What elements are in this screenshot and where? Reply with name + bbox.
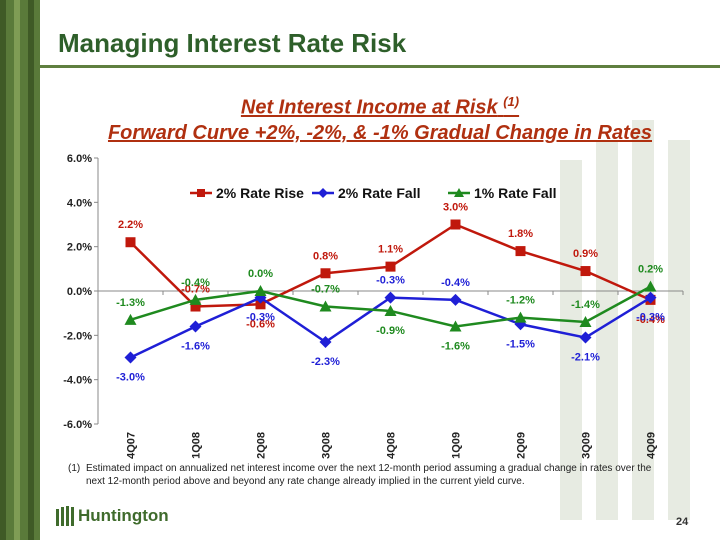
left-decorative-bar: [0, 0, 40, 540]
legend-entry-label: 2% Rate Fall: [338, 185, 420, 201]
data-point: [124, 313, 137, 325]
data-label: -0.6%: [246, 318, 275, 330]
data-label: -0.4%: [181, 277, 210, 289]
data-point: [449, 320, 462, 332]
x-tick-label: 1Q09: [451, 432, 463, 459]
x-tick-label: 1Q08: [191, 432, 203, 459]
title-divider: [40, 65, 720, 68]
subtitle-footnote-ref: (1): [503, 94, 520, 109]
data-label: -1.4%: [571, 299, 600, 311]
data-label: 0.0%: [248, 268, 273, 280]
data-point: [579, 316, 592, 328]
x-tick-label: 2Q09: [516, 432, 528, 459]
x-tick-label: 4Q09: [646, 432, 658, 459]
data-label: -0.4%: [441, 277, 470, 289]
legend-swatch-marker: [318, 188, 328, 198]
y-tick-label: -2.0%: [63, 330, 92, 342]
data-point: [644, 280, 657, 292]
data-point: [254, 285, 267, 296]
data-label: 1.1%: [378, 244, 403, 256]
footnote-text: Estimated impact on annualized net inter…: [86, 463, 652, 487]
page-number: 24: [676, 516, 689, 528]
chart-subtitle-scenarios: Forward Curve +2%, -2%, & -1% Gradual Ch…: [107, 122, 653, 144]
data-point: [255, 299, 266, 310]
logo-watermark: [560, 120, 690, 520]
data-label: 1.8%: [508, 228, 533, 240]
data-label: -0.7%: [181, 284, 210, 296]
logo-mark-icon: [56, 506, 74, 526]
data-point: [124, 351, 137, 364]
data-point: [515, 246, 526, 257]
data-point: [450, 219, 461, 230]
data-label: -0.4%: [636, 314, 665, 326]
subtitle-main-text: Net Interest Income at Risk: [240, 96, 498, 119]
y-tick-label: 4.0%: [67, 197, 92, 209]
data-label: -0.3%: [246, 312, 275, 324]
data-label: -0.3%: [376, 275, 405, 287]
y-tick-label: -4.0%: [63, 375, 92, 387]
data-point: [384, 291, 397, 304]
data-label: 0.2%: [638, 264, 663, 276]
footnote-number: (1): [68, 463, 81, 474]
data-label: -1.5%: [506, 338, 535, 350]
y-tick-label: -6.0%: [63, 419, 92, 431]
data-point: [319, 300, 332, 312]
data-label: -1.3%: [116, 297, 145, 309]
data-point: [189, 320, 202, 333]
data-point: [125, 237, 136, 248]
data-point: [190, 301, 201, 312]
data-label: -0.7%: [311, 284, 340, 296]
x-tick-label: 4Q07: [126, 432, 138, 459]
data-label: -2.3%: [311, 356, 340, 368]
legend-entry-label: 1% Rate Fall: [474, 185, 556, 201]
x-tick-label: 3Q08: [321, 432, 333, 459]
y-tick-label: 2.0%: [67, 242, 92, 254]
data-label: -0.9%: [376, 325, 405, 337]
chart-subtitle-main: Net Interest Income at Risk (1): [40, 94, 720, 120]
data-label: 3.0%: [443, 202, 468, 214]
legend-entry-label: 2% Rate Rise: [216, 185, 304, 201]
logo-wordmark: Huntington: [78, 506, 169, 525]
data-point: [320, 268, 331, 279]
legend-swatch-marker: [454, 188, 464, 197]
data-point: [580, 266, 591, 277]
data-label: -0.3%: [636, 312, 665, 324]
data-point: [449, 293, 462, 306]
x-tick-label: 4Q08: [386, 432, 398, 459]
y-tick-label: 6.0%: [67, 153, 92, 165]
data-label: -1.2%: [506, 295, 535, 307]
data-label: 2.2%: [118, 219, 143, 231]
line-chart: 6.0% 4.0% 2.0% 0.0% -2.0% -4.0% -6.0% 4Q07 1Q08 2…: [63, 153, 684, 459]
data-point: [384, 304, 397, 316]
data-point: [579, 331, 592, 344]
data-label: -1.6%: [181, 340, 210, 352]
data-point: [644, 291, 657, 304]
legend-swatch-marker: [197, 189, 205, 197]
page-title: Managing Interest Rate Risk: [58, 28, 407, 58]
data-label: -2.1%: [571, 352, 600, 364]
y-tick-label: 0.0%: [67, 286, 92, 298]
data-point: [319, 335, 332, 348]
data-point: [385, 261, 396, 272]
data-label: -1.6%: [441, 340, 470, 352]
data-label: -3.0%: [116, 372, 145, 384]
data-point: [514, 311, 527, 323]
x-tick-label: 2Q08: [256, 432, 268, 459]
data-label: 0.8%: [313, 250, 338, 262]
data-label: 0.9%: [573, 248, 598, 260]
x-tick-label: 3Q09: [581, 432, 593, 459]
company-logo: Huntington: [56, 505, 169, 527]
data-point: [189, 293, 202, 305]
